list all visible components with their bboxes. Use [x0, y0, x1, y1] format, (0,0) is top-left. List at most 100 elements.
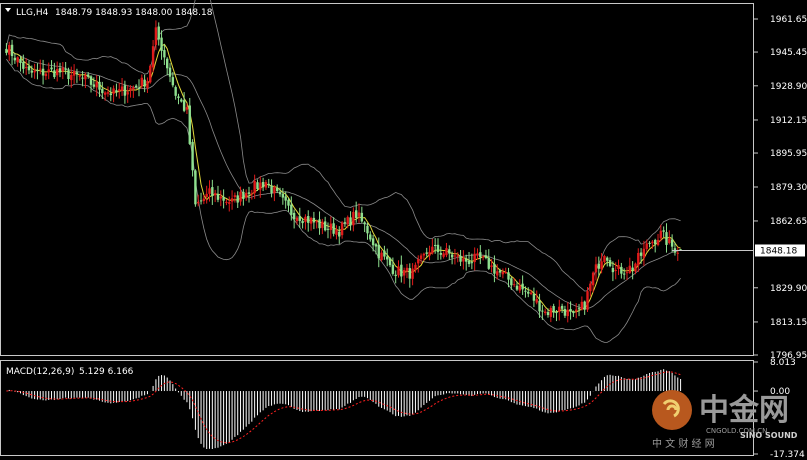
candle-body [433, 245, 437, 247]
candle-body [386, 256, 389, 260]
candle [312, 211, 316, 230]
candle-body [383, 250, 386, 257]
candle [481, 255, 485, 261]
candle-body [405, 267, 409, 272]
candle-body [261, 182, 265, 188]
candle [490, 258, 493, 273]
chevron-down-icon[interactable] [5, 8, 11, 12]
candle-body [448, 249, 451, 254]
candle [318, 211, 321, 235]
candle [36, 63, 39, 80]
candle [270, 179, 273, 198]
candle-body [30, 70, 33, 73]
candle [546, 308, 550, 318]
candle [487, 249, 490, 270]
candle [290, 196, 293, 221]
candle [371, 234, 375, 252]
candle-body [160, 37, 163, 51]
price-tick-label: 1895.95 [770, 149, 807, 159]
macd-label: MACD(12,26,9) [6, 367, 74, 377]
price-tick-label: 1961.65 [770, 15, 807, 25]
candle-body [654, 239, 657, 244]
candle-body [129, 87, 132, 91]
price-tick-label: 1928.90 [770, 82, 807, 92]
candle [670, 234, 674, 253]
candle [654, 238, 657, 253]
candle-body [346, 217, 349, 225]
candle [354, 201, 358, 223]
candle [563, 305, 567, 318]
candle-body [87, 74, 90, 77]
bollinger-middle [6, 48, 681, 309]
candle-body [459, 255, 462, 262]
candle [208, 180, 211, 202]
candle [459, 249, 462, 267]
candle [445, 242, 448, 258]
candle-body [524, 290, 527, 292]
candle-body [507, 272, 510, 280]
candle-body [151, 46, 155, 68]
candle-body [106, 92, 110, 94]
candle [326, 222, 330, 239]
candle-body [456, 255, 459, 257]
candle [225, 199, 228, 206]
candle-body [199, 200, 203, 202]
candle-body [591, 272, 595, 286]
candle [185, 103, 189, 115]
candle [659, 224, 663, 242]
macd-tick-label: 0.00 [770, 387, 790, 397]
price-tick-label: 1945.45 [770, 48, 807, 58]
candle-body [597, 263, 600, 269]
candle [50, 60, 53, 73]
candle-body [202, 198, 206, 202]
candle-body [659, 230, 663, 239]
candle [163, 44, 166, 65]
candle-body [662, 230, 665, 232]
candle-body [208, 188, 211, 194]
candle-body [369, 234, 372, 240]
candle-body [580, 301, 584, 310]
candle-body [115, 90, 118, 93]
candle [154, 20, 158, 51]
candle [177, 93, 180, 105]
candle-body [417, 259, 420, 264]
candle-body [496, 271, 499, 276]
candle [264, 179, 268, 190]
cngold-logo-icon [652, 390, 692, 430]
candle [496, 264, 499, 280]
candle-body [402, 269, 406, 276]
candle [425, 247, 428, 257]
candle-body [222, 196, 225, 201]
candle [323, 216, 327, 232]
candle-body [67, 70, 70, 80]
candle [109, 87, 112, 102]
candle [600, 253, 603, 274]
candle-body [391, 264, 395, 274]
candle [549, 305, 553, 323]
candle-body [276, 187, 279, 192]
candle-body [493, 263, 496, 274]
candle-body [273, 187, 276, 194]
candle-body [408, 268, 411, 279]
candle [84, 72, 87, 89]
current-price-label: 1848.18 [760, 246, 797, 256]
candle [278, 187, 282, 197]
candle [380, 250, 383, 262]
candle-body [171, 77, 175, 86]
candle [70, 66, 73, 88]
candle [493, 255, 496, 283]
candle [58, 62, 62, 78]
price-tick-label: 1912.15 [770, 116, 807, 126]
candle [597, 256, 600, 277]
candle [78, 73, 81, 81]
candle [586, 286, 589, 313]
candle-body [363, 222, 366, 225]
ohlc-readout: 1848.79 1848.93 1848.00 1848.18 [55, 8, 213, 18]
candle-body [10, 44, 14, 57]
watermark-title: 中金网 [699, 393, 789, 428]
candle-body [53, 70, 56, 77]
candle [397, 260, 400, 278]
candle-body [620, 266, 623, 274]
candle-body [428, 251, 431, 256]
candle-body [501, 272, 505, 275]
